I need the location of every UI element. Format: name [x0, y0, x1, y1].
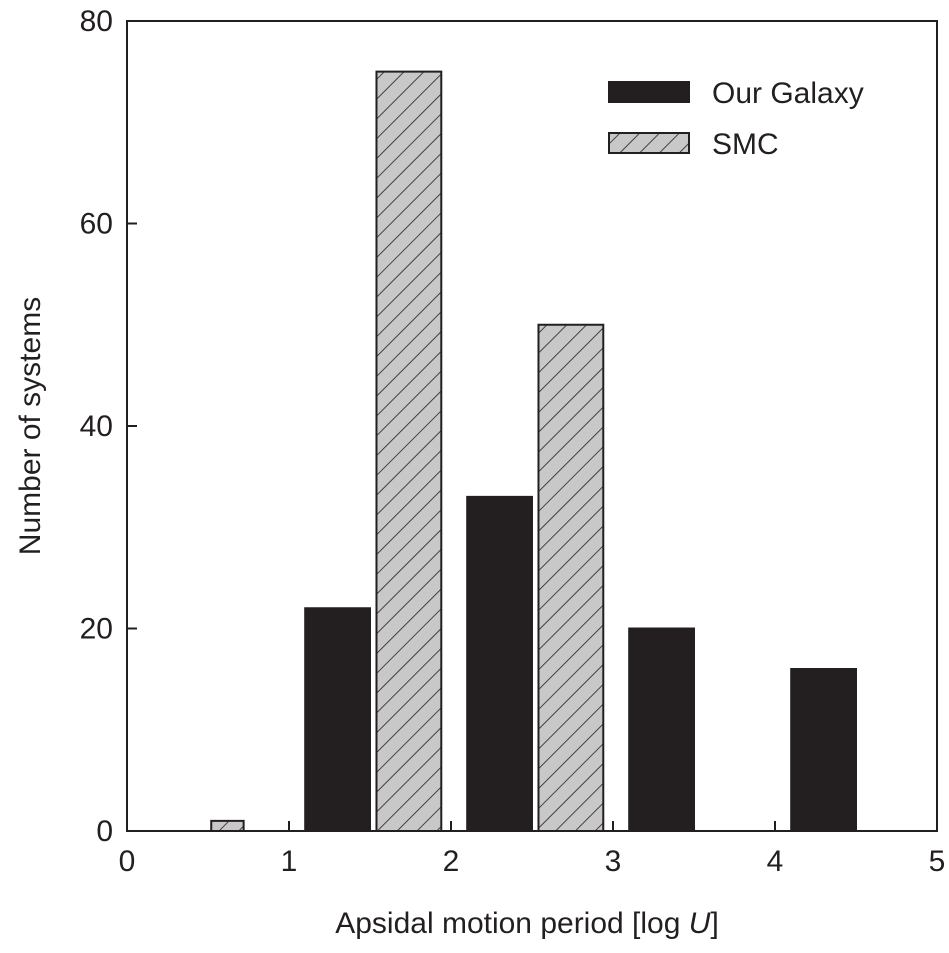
- legend-label-our-galaxy: Our Galaxy: [712, 77, 864, 110]
- x-axis-label: Apsidal motion period [log U]: [335, 907, 719, 940]
- bar-our-galaxy-0: [304, 607, 372, 832]
- y-tick-label: 60: [80, 208, 113, 241]
- ticks-layer: 0 1 2 3 4 5 0 20 40 60 80: [80, 5, 946, 878]
- legend-swatch-our-galaxy: [608, 81, 690, 103]
- legend-swatch-smc: [608, 132, 690, 154]
- x-axis-label-suffix: ]: [710, 907, 718, 940]
- bar-our-galaxy-3: [790, 668, 858, 832]
- x-tick-label: 4: [767, 845, 784, 878]
- y-axis-label: Number of systems: [14, 297, 47, 555]
- bars-layer: [210, 70, 858, 832]
- bar-smc-2: [537, 323, 605, 832]
- x-axis-label-prefix: Apsidal motion period [log: [335, 907, 689, 940]
- bar-smc-1: [375, 70, 443, 832]
- bar-our-galaxy-2: [628, 627, 696, 832]
- y-tick-label: 80: [80, 5, 113, 38]
- x-tick-label: 1: [281, 845, 298, 878]
- y-tick-label: 40: [80, 410, 113, 443]
- x-tick-label: 2: [443, 845, 460, 878]
- bar-our-galaxy-1: [466, 495, 534, 832]
- x-tick-label: 5: [929, 845, 946, 878]
- y-tick-label: 0: [96, 815, 113, 848]
- legend: Our Galaxy SMC: [608, 77, 864, 161]
- bar-smc-0: [210, 819, 245, 832]
- y-tick-label: 20: [80, 613, 113, 646]
- legend-label-smc: SMC: [712, 128, 779, 161]
- x-axis-label-variable: U: [689, 907, 711, 940]
- x-tick-label: 0: [119, 845, 136, 878]
- x-tick-label: 3: [605, 845, 622, 878]
